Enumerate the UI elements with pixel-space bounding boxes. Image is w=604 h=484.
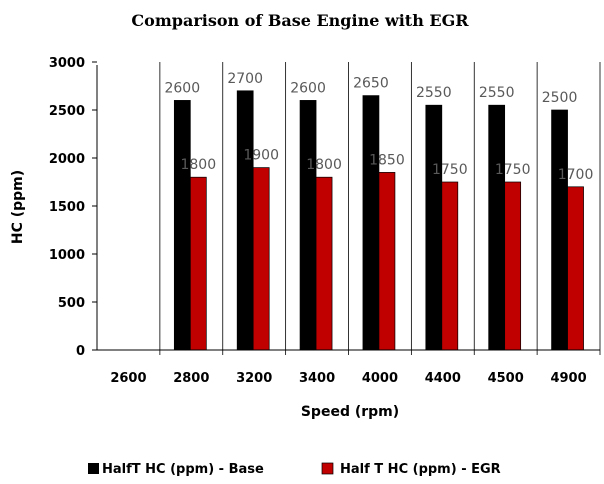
bar-base — [425, 104, 443, 351]
data-label-egr: 1750 — [432, 162, 468, 178]
bar-base — [362, 95, 380, 351]
data-label-egr: 1800 — [306, 157, 342, 173]
bar-egr — [504, 181, 522, 351]
y-tick-label: 1500 — [49, 200, 85, 215]
data-label-egr: 1850 — [369, 152, 405, 168]
x-tick-label: 4500 — [488, 371, 524, 386]
legend-label-egr: Half T HC (ppm) - EGR — [340, 462, 501, 477]
data-label-egr: 1800 — [180, 157, 216, 173]
data-label-base: 2600 — [290, 80, 326, 96]
legend-swatch-base — [88, 463, 99, 474]
legend: HalfT HC (ppm) - Base Half T HC (ppm) - … — [88, 462, 501, 477]
bar-base — [551, 109, 568, 351]
x-tick-label: 4400 — [425, 371, 461, 386]
x-tick-label: 4000 — [362, 371, 398, 386]
bar-egr — [567, 186, 584, 351]
y-tick-label: 2000 — [49, 152, 85, 167]
bar-base — [173, 100, 191, 351]
y-axis-label: HC (ppm) — [10, 170, 26, 244]
bar-base — [236, 90, 254, 351]
y-tick-labels: 0 500 1000 1500 2000 2500 3000 — [49, 56, 97, 359]
data-labels: 2600 2700 2600 2650 2550 2550 2500 1800 1900 1800… — [164, 71, 593, 183]
x-tick-label: 2800 — [173, 371, 209, 386]
data-label-base: 2650 — [353, 76, 389, 92]
data-label-base: 2550 — [416, 85, 452, 101]
data-label-egr: 1750 — [495, 162, 531, 178]
data-label-base: 2600 — [164, 80, 200, 96]
bar-egr — [378, 172, 396, 351]
x-tick-label: 2600 — [110, 371, 146, 386]
chart-title: Comparison of Base Engine with EGR — [131, 11, 469, 30]
bar-base — [299, 100, 317, 351]
legend-swatch-egr — [321, 462, 334, 475]
bar-egr — [315, 176, 333, 351]
x-tick-label: 3400 — [299, 371, 335, 386]
x-tick-label: 4900 — [550, 371, 586, 386]
category-separators — [159, 62, 601, 355]
y-tick-label: 0 — [76, 344, 85, 359]
bar-egr — [252, 167, 270, 351]
y-tick-label: 3000 — [49, 56, 85, 71]
legend-label-base: HalfT HC (ppm) - Base — [102, 462, 264, 477]
y-tick-label: 2500 — [49, 104, 85, 119]
data-label-base: 2500 — [542, 90, 578, 106]
x-tick-label: 3200 — [236, 371, 272, 386]
bar-egr — [189, 176, 207, 351]
bars — [173, 90, 584, 351]
x-tick-labels: 2600 2800 3200 3400 4000 4400 4500 4900 — [110, 371, 586, 386]
bar-base — [488, 104, 506, 351]
data-label-base: 2700 — [227, 71, 263, 87]
y-tick-label: 1000 — [49, 248, 85, 263]
data-label-base: 2550 — [479, 85, 515, 101]
x-axis-label: Speed (rpm) — [301, 404, 399, 420]
data-label-egr: 1900 — [243, 148, 279, 164]
y-tick-label: 500 — [58, 296, 85, 311]
bar-egr — [441, 181, 459, 351]
data-label-egr: 1700 — [558, 167, 594, 183]
